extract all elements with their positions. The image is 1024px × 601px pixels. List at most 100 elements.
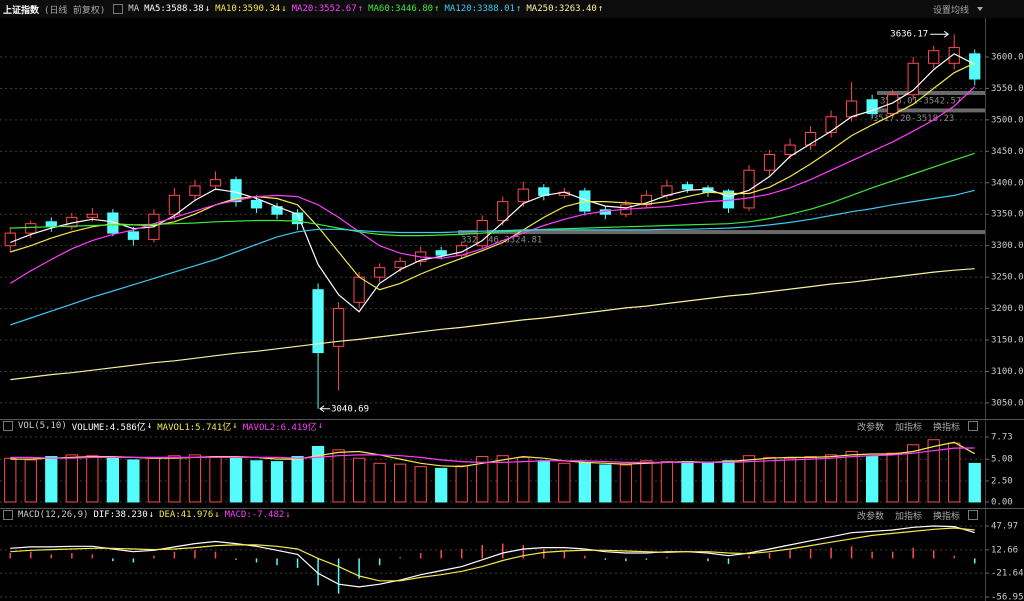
- legend-item: MACD:-7.482: [224, 510, 285, 520]
- y-tick-label: 3500.00: [991, 115, 1024, 125]
- trend-arrow: ↑: [515, 4, 522, 14]
- candle-body: [394, 260, 406, 269]
- macd-line: [10, 525, 975, 588]
- volume-bar: [722, 460, 735, 503]
- volume-bar: [229, 456, 243, 503]
- volume-bar: [927, 439, 940, 503]
- trend-arrow: ↓: [285, 510, 291, 520]
- indicator-tools: 改参数 加指标 换指标: [851, 420, 983, 433]
- y-tick-label: 7.73: [991, 432, 1013, 442]
- moving-average-line: [9, 86, 976, 284]
- volume-bar: [4, 457, 17, 503]
- main-header: 上证指数 (日线 前复权) MA MA5:3588.38 ↓ MA10:3590.3…: [0, 0, 985, 18]
- ma-legend: MA120:3388.01: [444, 4, 515, 14]
- moving-average-line: [10, 62, 975, 291]
- settings-text[interactable]: 设置均线: [932, 5, 969, 16]
- candle-body: [743, 169, 755, 209]
- candle-body: [45, 221, 57, 228]
- help-icon[interactable]: [3, 421, 13, 431]
- candle-body: [763, 153, 776, 171]
- high-annotation: 3636.17: [890, 30, 928, 40]
- volume-bar: [968, 462, 981, 503]
- volume-bar: [188, 454, 202, 503]
- trend-arrow: ↓: [204, 4, 211, 14]
- y-tick-label: -56.95: [991, 592, 1024, 601]
- tool-button[interactable]: 改参数: [856, 422, 884, 433]
- moving-average-line: [10, 268, 975, 381]
- candle-body: [948, 47, 960, 64]
- legend-item: DIF:38.230: [93, 510, 148, 520]
- volume-bar: [414, 466, 427, 503]
- trend-arrow: ↑: [597, 4, 604, 14]
- moving-average-line: [10, 152, 975, 237]
- indicator-title: VOL(5,10): [18, 421, 67, 431]
- close-button[interactable]: [968, 510, 978, 520]
- volume-bar: [681, 461, 694, 503]
- tool-button[interactable]: 加指标: [894, 422, 922, 433]
- trend-arrow: ↓: [232, 421, 238, 431]
- volume-bar: [311, 445, 325, 503]
- volume-bar: [640, 460, 653, 503]
- close-button[interactable]: [968, 421, 978, 431]
- gap-band: [877, 90, 985, 95]
- volume-bar: [619, 464, 633, 503]
- y-tick-label: 47.97: [991, 521, 1018, 531]
- volume-bar: [373, 462, 386, 503]
- volume-bar: [948, 442, 961, 503]
- y-tick-label: 3300.00: [991, 241, 1024, 251]
- volume-bar: [270, 461, 284, 503]
- trend-arrow: ↓: [146, 421, 153, 431]
- trend-arrow: ↓: [214, 510, 220, 520]
- volume-bar: [291, 456, 304, 503]
- volume-bar: [517, 456, 530, 503]
- candle-body: [312, 289, 324, 354]
- dropdown-icon: [977, 7, 983, 11]
- candle-body: [86, 213, 98, 218]
- volume-bar: [86, 455, 99, 503]
- volume-bar: [394, 463, 407, 503]
- volume-bar: [907, 444, 920, 503]
- indicator-tools: 改参数 加指标 换指标: [851, 509, 983, 522]
- volume-average-line: [10, 441, 975, 468]
- tool-button[interactable]: 加指标: [894, 511, 922, 522]
- y-tick-label: 3450.00: [991, 147, 1024, 157]
- volume-bar: [168, 455, 181, 503]
- ma-title: MA: [128, 4, 140, 14]
- volume-bar: [332, 449, 345, 503]
- volume-average-line: [10, 447, 975, 463]
- volume-bar: [537, 460, 550, 503]
- candle-body: [25, 223, 37, 234]
- help-icon[interactable]: [3, 510, 13, 520]
- volume-bar: [250, 460, 263, 503]
- y-tick-label: 3200.00: [991, 304, 1024, 314]
- trend-arrow: ↑: [357, 4, 364, 14]
- volume-bar: [455, 465, 468, 503]
- tool-button[interactable]: 换指标: [932, 511, 960, 522]
- settings[interactable]: 设置均线: [927, 3, 983, 16]
- volume-bar: [352, 457, 366, 503]
- candle-body: [230, 179, 242, 203]
- candle-body: [291, 212, 304, 225]
- y-tick-label: 3350.00: [991, 210, 1024, 220]
- volume-bar: [435, 467, 448, 503]
- annotation-arrow: [930, 30, 950, 38]
- volume-bar: [65, 454, 78, 503]
- tool-button[interactable]: 换指标: [932, 422, 960, 433]
- candle-body: [866, 99, 878, 115]
- macd-header: MACD(12,26,9) DIF:38.230 ↓ DEA:41.976 ↓ MACD:…: [0, 509, 985, 522]
- volume-bar: [127, 459, 140, 503]
- moving-average-line: [10, 189, 975, 326]
- tool-button[interactable]: 改参数: [856, 511, 884, 522]
- ma-legend: MA5:3588.38: [144, 4, 204, 14]
- trend-arrow: ↓: [148, 510, 155, 520]
- indicator-title: MACD(12,26,9): [18, 510, 89, 520]
- legend-item: VOLUME:4.586亿: [71, 422, 146, 433]
- help-icon[interactable]: [113, 4, 124, 14]
- candle-body: [784, 144, 796, 155]
- gap-band: [870, 108, 985, 113]
- y-tick-label: 3400.00: [991, 178, 1024, 188]
- y-tick-label: 3600.00: [991, 52, 1024, 62]
- candle-body: [127, 231, 140, 240]
- candle-body: [332, 308, 345, 347]
- volume-bar: [660, 461, 674, 503]
